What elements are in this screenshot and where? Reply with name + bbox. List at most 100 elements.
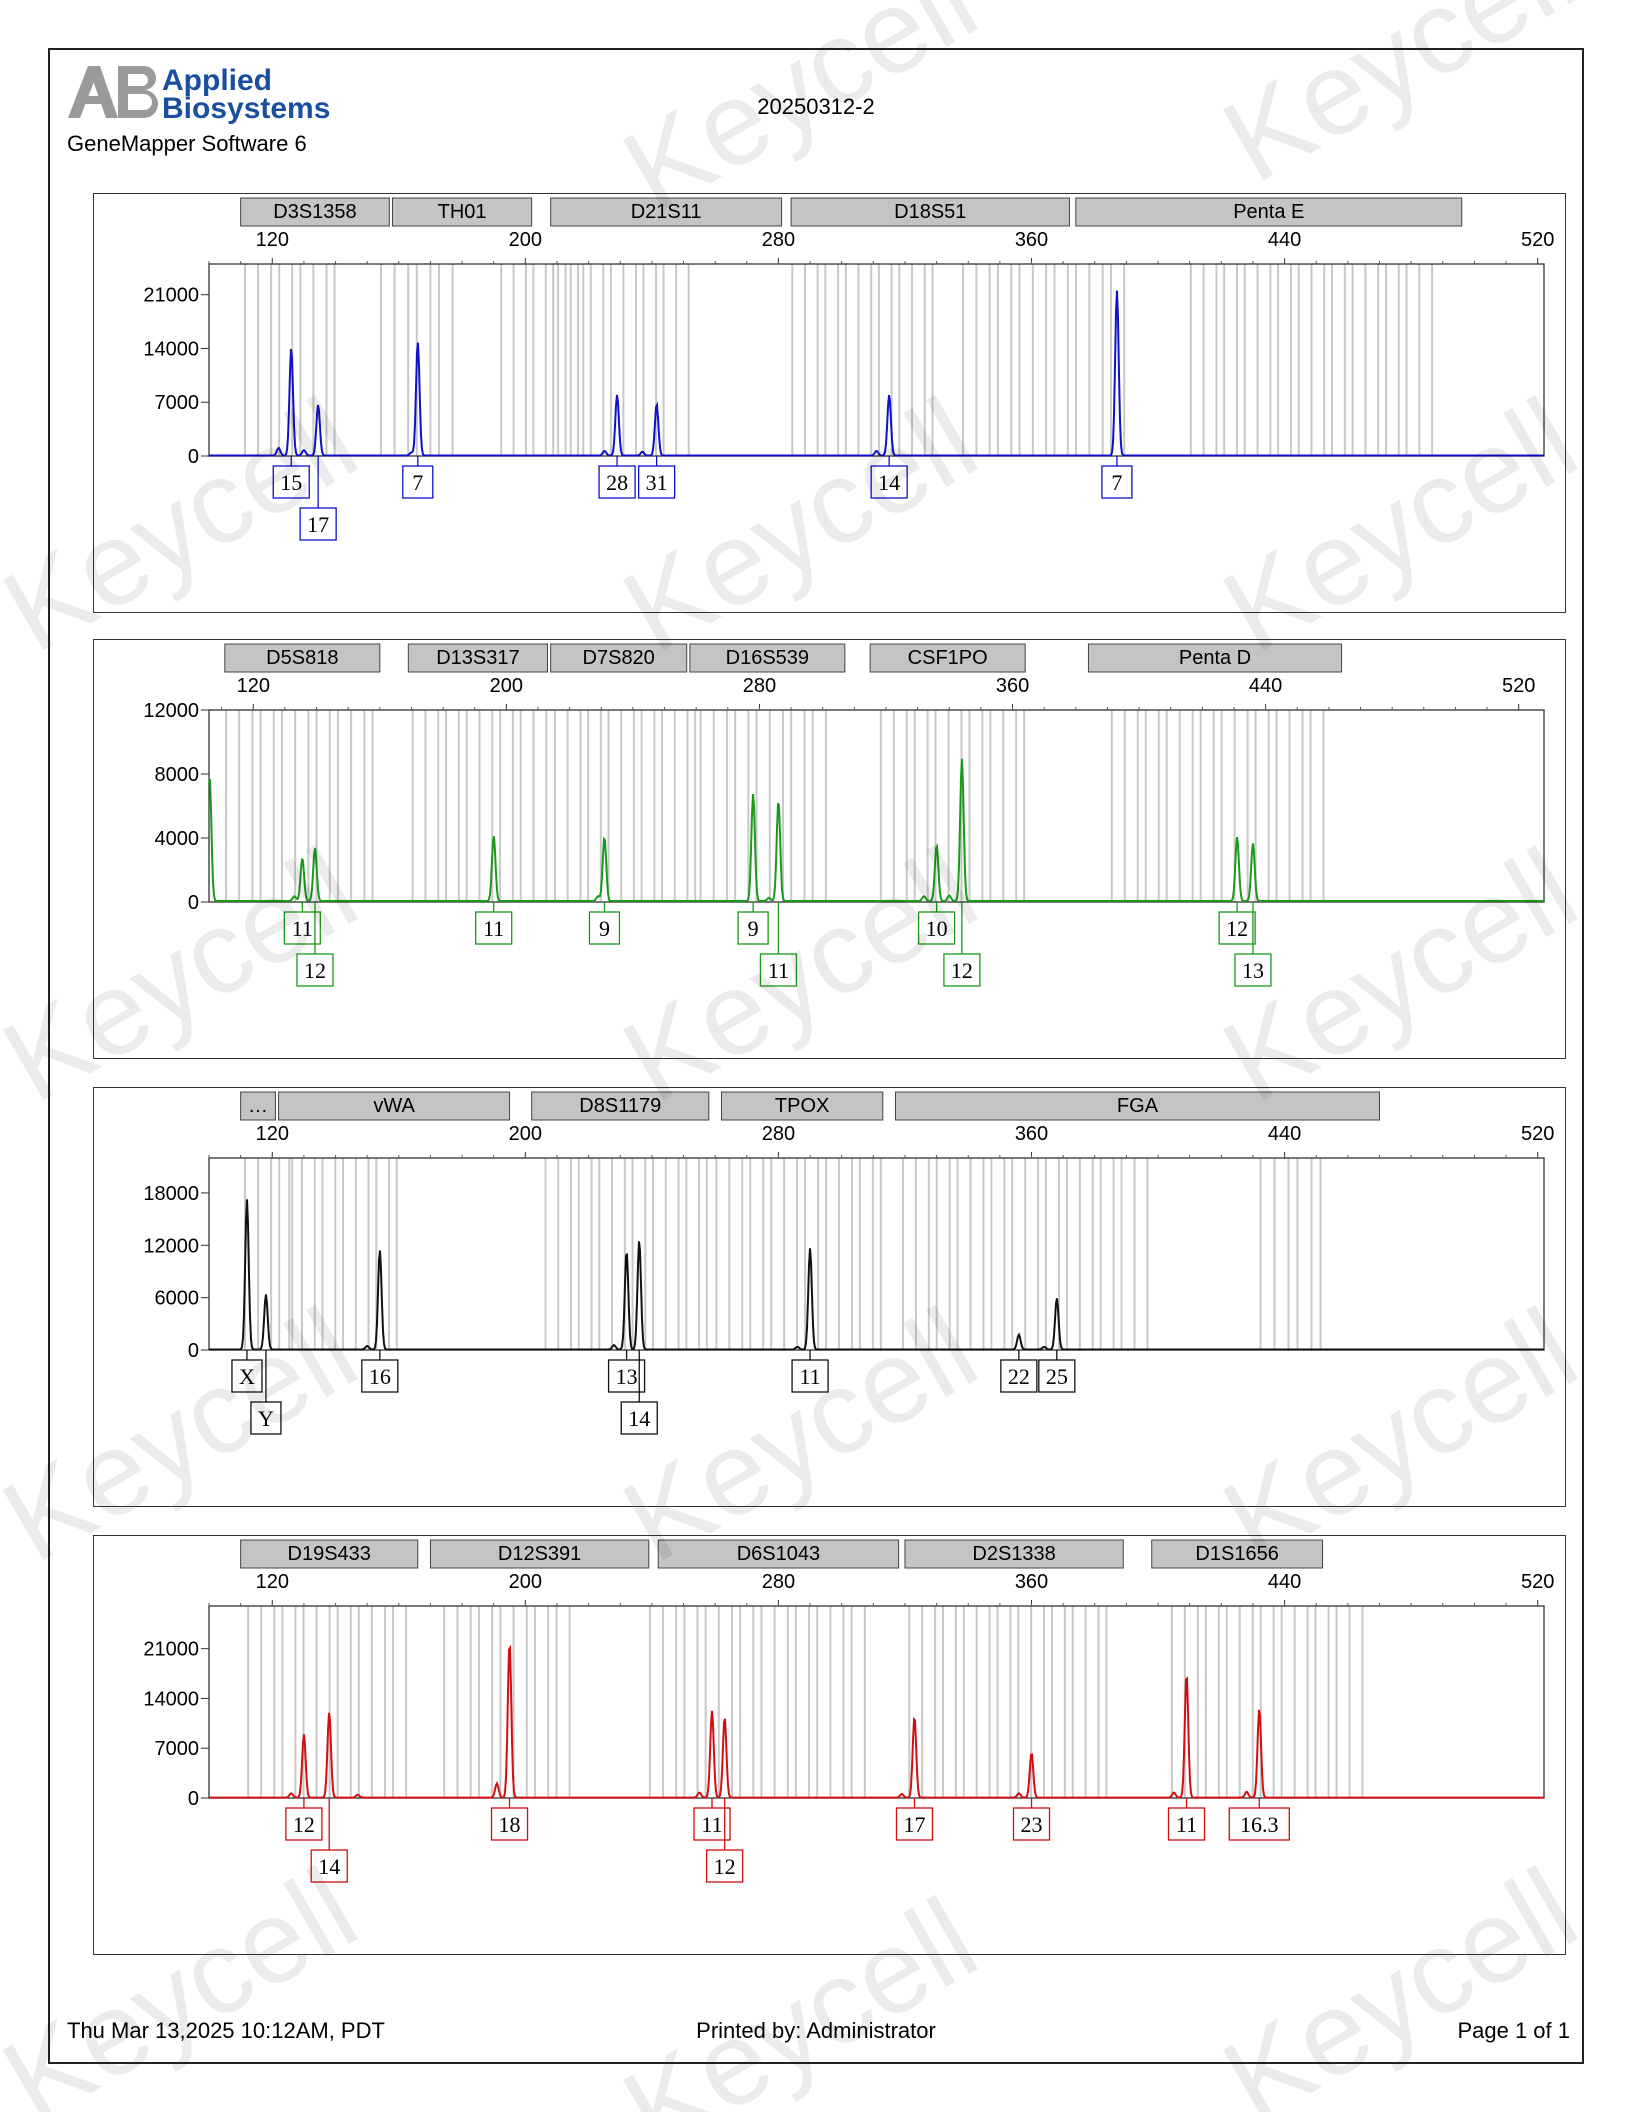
locus-name: FGA xyxy=(1117,1095,1159,1117)
allele-call-box xyxy=(637,465,676,499)
locus-name: D3S1358 xyxy=(273,201,356,223)
y-tick-label: 18000 xyxy=(143,1183,199,1205)
x-tick-label: 120 xyxy=(256,1123,289,1145)
locus-name: D12S391 xyxy=(498,1543,581,1565)
locus-marker xyxy=(224,643,381,673)
locus-name: Penta E xyxy=(1233,201,1304,223)
printed-by: Printed by: Administrator xyxy=(696,2018,936,2043)
x-tick-label: 120 xyxy=(256,229,289,251)
allele-call-box xyxy=(1218,911,1256,945)
y-tick-label: 0 xyxy=(188,1788,199,1810)
y-tick-label: 21000 xyxy=(143,1639,199,1661)
allele-call-box xyxy=(1038,1359,1076,1393)
allele-call-box xyxy=(1101,465,1133,499)
locus-name: … xyxy=(248,1095,268,1117)
x-tick-label: 360 xyxy=(1015,1571,1048,1593)
allele-bins xyxy=(247,1606,1364,1798)
allele-call-box xyxy=(620,1401,658,1435)
allele-call: X xyxy=(239,1364,255,1389)
y-tick-label: 12000 xyxy=(143,700,199,722)
allele-call: 11 xyxy=(1176,1812,1197,1837)
locus-name: D6S1043 xyxy=(737,1543,820,1565)
x-tick-label: 360 xyxy=(996,675,1029,697)
locus-marker xyxy=(689,643,846,673)
allele-call-box xyxy=(706,1849,744,1883)
locus-marker xyxy=(869,643,1026,673)
locus-name: D19S433 xyxy=(288,1543,371,1565)
y-tick-label: 4000 xyxy=(155,828,200,850)
allele-call: 23 xyxy=(1021,1812,1043,1837)
software-name: GeneMapper Software 6 xyxy=(67,131,307,156)
locus-marker xyxy=(720,1091,884,1121)
locus-name: D18S51 xyxy=(894,201,966,223)
allele-call: 11 xyxy=(292,916,313,941)
locus-name: D13S317 xyxy=(436,647,519,669)
allele-call: 11 xyxy=(768,958,789,983)
allele-call: 15 xyxy=(280,470,302,495)
allele-bins xyxy=(243,1158,1322,1350)
x-tick-label: 280 xyxy=(762,1123,795,1145)
allele-call-box xyxy=(759,953,798,987)
locus-marker xyxy=(904,1539,1124,1569)
locus-name: vWA xyxy=(373,1095,415,1117)
applied-biosystems-logo: Applied Biosystems xyxy=(66,62,346,125)
black-dye-panel: … vWA D8S1179 TPOX FGA 120 200 280 360 440 520 0 600… xyxy=(93,1087,1566,1507)
allele-call: 9 xyxy=(748,916,759,941)
allele-call-box xyxy=(272,465,310,499)
ab-logo-icon xyxy=(68,66,158,118)
x-tick-label: 120 xyxy=(256,1571,289,1593)
allele-call-box xyxy=(296,953,334,987)
allele-call: 11 xyxy=(799,1364,820,1389)
allele-call: 17 xyxy=(307,512,329,537)
locus-marker xyxy=(407,643,548,673)
allele-call: Y xyxy=(258,1406,274,1431)
x-tick-label: 520 xyxy=(1502,675,1535,697)
green-dye-panel: D5S818 D13S317 D7S820 D16S539 CSF1PO Penta D 1… xyxy=(93,639,1566,1059)
allele-call: 18 xyxy=(499,1812,521,1837)
allele-call: 28 xyxy=(606,470,628,495)
allele-call: 14 xyxy=(318,1854,340,1879)
x-tick-label: 200 xyxy=(509,229,542,251)
allele-call: 12 xyxy=(714,1854,736,1879)
allele-call-box xyxy=(310,1849,348,1883)
allele-call: 31 xyxy=(646,470,668,495)
plot-frame xyxy=(208,263,1545,457)
locus-name: TPOX xyxy=(775,1095,829,1117)
locus-marker xyxy=(1151,1539,1324,1569)
y-tick-label: 0 xyxy=(188,446,199,468)
brand-line-2: Biosystems xyxy=(162,92,330,124)
allele-call-box xyxy=(895,1807,934,1841)
x-tick-label: 520 xyxy=(1521,229,1554,251)
x-tick-label: 440 xyxy=(1249,675,1282,697)
signal-trace xyxy=(208,758,1544,903)
allele-call: 13 xyxy=(616,1364,638,1389)
allele-call-box xyxy=(299,507,337,541)
allele-call-box xyxy=(1000,1359,1038,1393)
locus-marker xyxy=(240,1091,276,1121)
allele-call-box xyxy=(402,465,434,499)
brand-line-1: Applied xyxy=(162,64,272,97)
allele-call-box xyxy=(1228,1807,1290,1841)
red-dye-panel: D19S433 D12S391 D6S1043 D2S1338 D1S1656 120 20… xyxy=(93,1535,1566,1955)
locus-name: D21S11 xyxy=(631,201,702,223)
allele-call: 22 xyxy=(1008,1364,1030,1389)
x-tick-label: 200 xyxy=(509,1571,542,1593)
y-tick-label: 0 xyxy=(188,892,199,914)
allele-call: 12 xyxy=(951,958,973,983)
allele-call-box xyxy=(361,1359,399,1393)
allele-call-box xyxy=(1234,953,1272,987)
plot-frame xyxy=(208,1157,1545,1351)
allele-call-box xyxy=(231,1359,263,1393)
locus-name: D16S539 xyxy=(726,647,809,669)
y-tick-label: 8000 xyxy=(155,764,200,786)
x-tick-label: 360 xyxy=(1015,229,1048,251)
locus-marker xyxy=(790,197,1070,227)
x-tick-label: 120 xyxy=(237,675,270,697)
allele-call: 7 xyxy=(1111,470,1122,495)
black-electropherogram: … vWA D8S1179 TPOX FGA 120 200 280 360 440 520 0 600… xyxy=(143,1091,1554,1435)
allele-call: 14 xyxy=(878,470,900,495)
allele-call-box xyxy=(917,911,956,945)
y-tick-label: 14000 xyxy=(143,338,199,360)
